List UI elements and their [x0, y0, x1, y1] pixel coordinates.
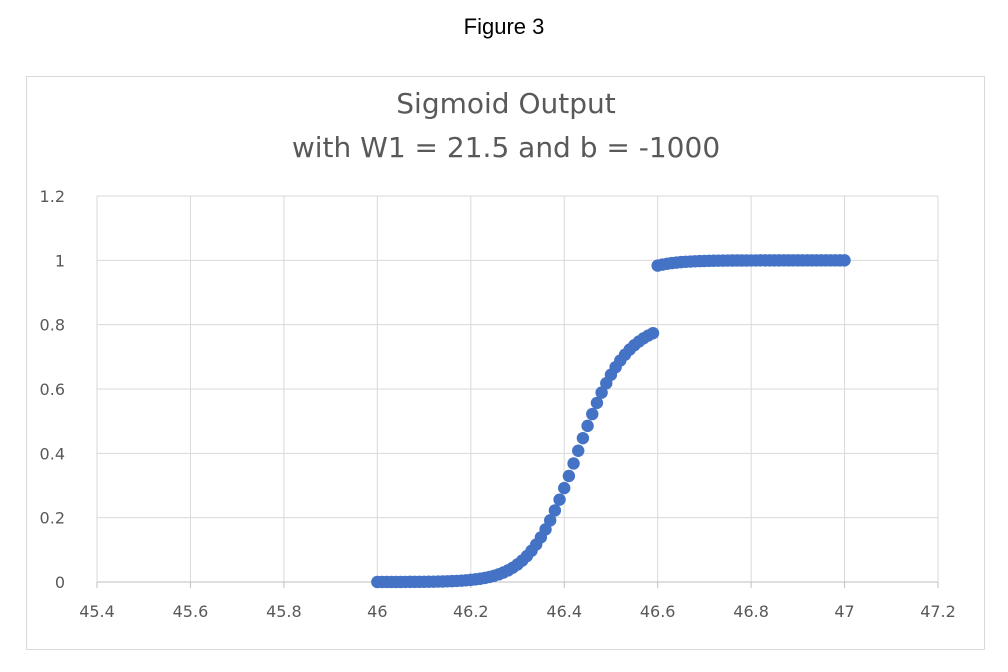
y-tick-label: 0.4 — [40, 444, 65, 463]
sigmoid-scatter-chart: Sigmoid Output with W1 = 21.5 and b = -1… — [40, 87, 956, 621]
data-point — [572, 444, 585, 457]
x-tick-label: 47.2 — [920, 602, 956, 621]
data-point — [590, 396, 604, 410]
x-tick-label: 46 — [367, 602, 387, 621]
data-point — [581, 419, 594, 433]
data-point — [562, 469, 576, 483]
y-tick-label: 1.2 — [40, 187, 65, 206]
chart-title-line-2: with W1 = 21.5 and b = -1000 — [292, 131, 720, 164]
tick-labels: 0 0.2 0.4 0.6 0.8 1 1.2 45.4 45.6 45.8 46 46.2 46.4 4… — [40, 187, 956, 621]
y-tick-label: 0.6 — [40, 380, 65, 399]
y-tick-label: 0.2 — [40, 509, 65, 528]
data-point — [576, 431, 590, 445]
data-point — [646, 326, 660, 340]
data-point — [558, 481, 571, 495]
x-tick-label: 45.4 — [79, 602, 115, 621]
data-point — [548, 504, 562, 517]
x-tick-label: 45.8 — [266, 602, 302, 621]
y-tick-label: 1 — [55, 251, 65, 270]
data-series — [371, 254, 851, 589]
chart-title: Sigmoid Output with W1 = 21.5 and b = -1… — [292, 87, 720, 164]
x-tick-label: 46.2 — [453, 602, 489, 621]
data-point — [586, 407, 599, 421]
y-tick-label: 0 — [55, 573, 65, 592]
data-point — [567, 457, 580, 470]
y-tick-label: 0.8 — [40, 316, 65, 335]
data-point — [544, 514, 557, 527]
chart-area: Sigmoid Output with W1 = 21.5 and b = -1… — [26, 76, 985, 650]
figure-caption: Figure 3 — [463, 14, 545, 39]
x-tick-label: 46.4 — [546, 602, 582, 621]
gridlines — [96, 195, 939, 582]
data-point — [553, 493, 566, 506]
x-tick-label: 46.6 — [640, 602, 676, 621]
chart-title-line-1: Sigmoid Output — [396, 87, 615, 120]
x-tick-label: 47 — [834, 602, 854, 621]
data-point — [595, 386, 608, 399]
x-tick-label: 45.6 — [173, 602, 209, 621]
x-tick-label: 46.8 — [733, 602, 769, 621]
axes — [96, 581, 939, 588]
data-point — [838, 254, 851, 267]
